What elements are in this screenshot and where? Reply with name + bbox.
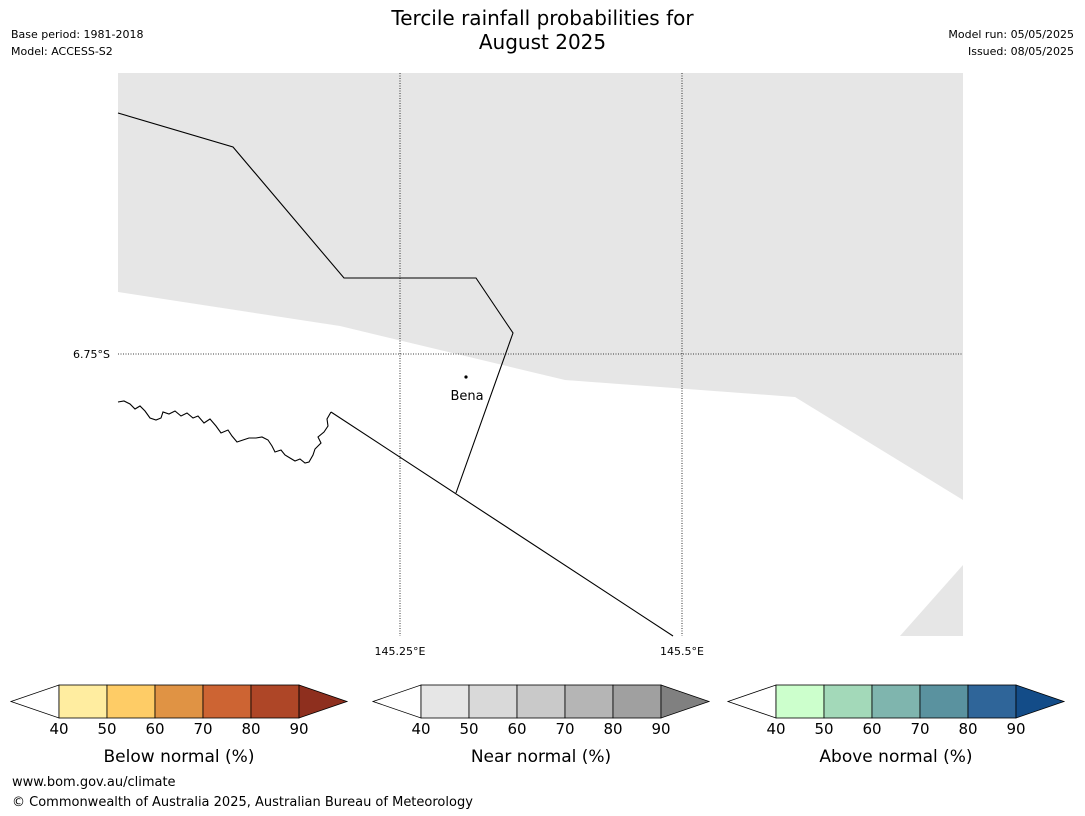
colorbar-arrow-high (298, 684, 349, 719)
colorbar-arrow-low (726, 684, 777, 719)
meta-left: Base period: 1981-2018 Model: ACCESS-S2 (11, 26, 143, 60)
colorbar-title: Below normal (%) (104, 747, 255, 767)
colorbar-segment (775, 684, 825, 719)
footer-copyright: © Commonwealth of Australia 2025, Austra… (12, 795, 473, 810)
chart-title: Tercile rainfall probabilities for Augus… (0, 6, 1085, 54)
colorbar-segment (58, 684, 108, 719)
colorbar-below-normal: 40 50 60 70 80 90 Below normal (%) (9, 684, 349, 767)
colorbar-title: Above normal (%) (819, 747, 972, 767)
colorbar-segment (154, 684, 204, 719)
colorbar-tick-label: 40 (766, 720, 785, 738)
colorbar-tick-label: 60 (145, 720, 164, 738)
colorbar-arrow-high (660, 684, 711, 719)
title-line-1: Tercile rainfall probabilities for (391, 6, 694, 30)
colorbar-tick-label: 50 (459, 720, 478, 738)
footer-url: www.bom.gov.au/climate (12, 775, 176, 790)
colorbar-segment (564, 684, 614, 719)
lat-label: 6.75°S (73, 348, 110, 361)
meta-right: Model run: 05/05/2025 Issued: 08/05/2025 (948, 26, 1074, 60)
colorbar-tick-label: 40 (49, 720, 68, 738)
colorbar-above-normal: 40 50 60 70 80 90 Above normal (%) (726, 684, 1066, 767)
colorbar-tick-label: 50 (814, 720, 833, 738)
colorbar-tick-label: 50 (97, 720, 116, 738)
shaded-region-north (118, 73, 963, 500)
colorbar-tick-label: 70 (555, 720, 574, 738)
colorbar-tick-label: 90 (1006, 720, 1025, 738)
province-boundary (117, 112, 514, 494)
title-line-2: August 2025 (478, 30, 607, 54)
colorbar-segment (823, 684, 873, 719)
colorbar-segment (612, 684, 662, 719)
colorbar-arrow-low (371, 684, 422, 719)
colorbar-tick-label: 70 (910, 720, 929, 738)
colorbar-tick-label: 80 (603, 720, 622, 738)
lon-label-1: 145.25°E (375, 645, 426, 658)
colorbar-near-normal: 40 50 60 70 80 90 Near normal (%) (371, 684, 711, 767)
colorbar-arrow-high (1015, 684, 1066, 719)
model-text: Model: ACCESS-S2 (11, 45, 113, 58)
colorbar-segment (967, 684, 1017, 719)
lon-label-2: 145.5°E (660, 645, 704, 658)
colorbar-tick-label: 80 (241, 720, 260, 738)
colorbar-tick-label: 90 (289, 720, 308, 738)
base-period-text: Base period: 1981-2018 (11, 28, 144, 41)
province-boundary-south (330, 411, 674, 637)
colorbar-arrow-low (9, 684, 60, 719)
colorbar-segment (420, 684, 470, 719)
bena-marker (464, 375, 468, 379)
colorbar-tick-label: 70 (193, 720, 212, 738)
place-label-bena: Bena (450, 389, 483, 404)
colorbar-segment (250, 684, 300, 719)
model-run-text: Model run: 05/05/2025 (948, 28, 1074, 41)
shaded-region-southeast (900, 565, 963, 636)
colorbar-tick-label: 90 (651, 720, 670, 738)
colorbar-segment (919, 684, 969, 719)
coastline (117, 400, 332, 464)
colorbar-segment (106, 684, 156, 719)
colorbar-segment (871, 684, 921, 719)
colorbar-title: Near normal (%) (471, 747, 611, 767)
colorbar-segment (516, 684, 566, 719)
colorbar-tick-label: 60 (862, 720, 881, 738)
issued-text: Issued: 08/05/2025 (967, 45, 1074, 58)
colorbar-tick-label: 80 (958, 720, 977, 738)
colorbar-tick-label: 60 (507, 720, 526, 738)
colorbar-segment (468, 684, 518, 719)
colorbar-tick-label: 40 (411, 720, 430, 738)
colorbar-segment (202, 684, 252, 719)
